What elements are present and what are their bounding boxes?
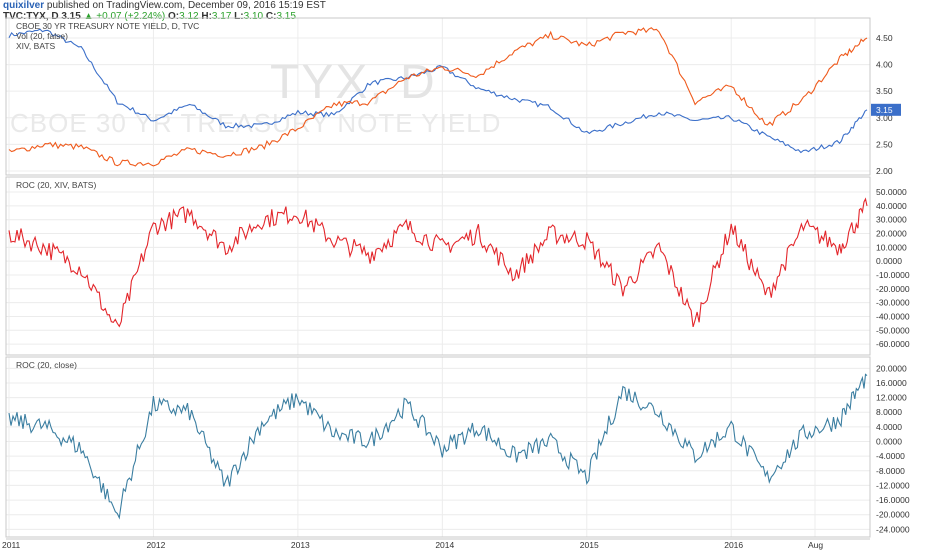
y-tick-label: 20.0000 [876,363,907,373]
up-arrow-icon: ▲ [83,11,94,22]
close-value: 3.15 [276,11,296,22]
pane-frame [5,17,871,176]
close-label: C: [265,11,277,22]
y-tick-label: -20.0000 [876,284,910,294]
y-tick-label: -30.0000 [876,298,910,308]
watermark-name: CBOE 30 YR TREASURY NOTE YIELD [10,108,501,138]
y-tick-label: 3.00 [876,113,893,123]
pane-title: CBOE 30 YR TREASURY NOTE YIELD, D, TVC [16,21,199,31]
y-tick-label: 40.0000 [876,201,907,211]
x-tick-label: Aug [808,540,823,550]
y-tick-label: 50.0000 [876,187,907,197]
series-line-roc_xiv[interactable] [8,197,868,328]
y-tick-label: -4.0000 [876,451,905,461]
x-tick-label: 2016 [724,540,743,550]
y-tick-label: -40.0000 [876,311,910,321]
pane-title: ROC (20, close) [16,360,77,370]
last-price: 3.15 [61,11,81,22]
symbol-label: TVC:TYX, D [3,11,59,22]
y-tick-label: -10.0000 [876,270,910,280]
open-value: 3.12 [179,11,199,22]
open-label: O: [168,11,180,22]
high-value: 3.17 [211,11,232,22]
y-tick-label: -50.0000 [876,325,910,335]
low-value: 3.10 [243,11,264,22]
y-tick-label: -60.0000 [876,339,910,349]
y-tick-label: -20.0000 [876,510,910,520]
published-info: published on TradingView.com, December 0… [46,0,326,11]
y-tick-label: 2.50 [876,139,893,149]
y-tick-label: -16.0000 [876,495,910,505]
x-tick-label: 2015 [580,540,599,550]
y-tick-label: 30.0000 [876,215,907,225]
last-value-label: 3.15 [876,105,893,115]
y-tick-label: -8.0000 [876,466,905,476]
last-value-badge [871,103,901,116]
y-tick-label: -24.0000 [876,524,910,534]
y-tick-label: 4.0000 [876,422,902,432]
y-tick-label: 20.0000 [876,229,907,239]
x-tick-label: 2012 [146,540,165,550]
symbol-header: TVC:TYX, D 3.15 ▲ +0.07 (+2.24%) O:3.12 … [3,11,296,23]
y-tick-label: 3.50 [876,86,893,96]
legend-entry: XIV, BATS [16,41,56,51]
legend-entry: Vol (20, false) [16,31,68,41]
y-tick-label: 4.50 [876,33,893,43]
pane-frame [5,356,871,538]
y-tick-label: 12.0000 [876,393,907,403]
pane-frame [5,176,871,356]
y-tick-label: 0.0000 [876,437,902,447]
y-tick-label: 4.00 [876,60,893,70]
series-line-xiv[interactable] [8,27,868,167]
low-label: L: [234,11,244,22]
y-tick-label: 0.0000 [876,256,902,266]
publisher-username[interactable]: quixilver [3,0,45,11]
y-tick-label: 16.0000 [876,378,907,388]
publish-header: quixilver published on TradingView.com, … [3,0,326,12]
series-line-roc_close[interactable] [8,373,868,520]
x-tick-label: 2013 [291,540,310,550]
y-tick-label: 10.0000 [876,242,907,252]
y-tick-label: 8.0000 [876,407,902,417]
watermark-symbol: TYX, D [270,56,437,109]
x-tick-label: 2011 [2,540,21,550]
price-change: +0.07 (+2.24%) [96,11,166,22]
high-label: H: [201,11,212,22]
x-tick-label: 2014 [435,540,454,550]
y-tick-label: 2.00 [876,166,893,176]
pane-title: ROC (20, XIV, BATS) [16,180,96,190]
y-tick-label: -12.0000 [876,480,910,490]
